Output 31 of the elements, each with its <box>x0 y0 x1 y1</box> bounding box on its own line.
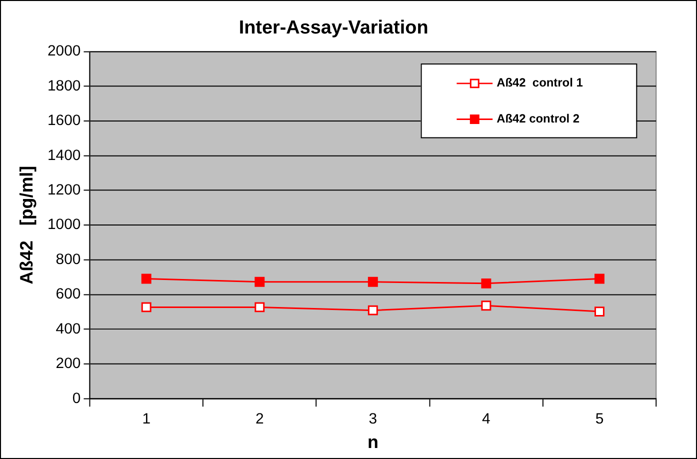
y-tick-label: 1400 <box>47 146 81 164</box>
y-tick-label: 1600 <box>47 112 81 130</box>
point <box>368 305 378 316</box>
x-tick-label: 1 <box>142 410 151 428</box>
y-tick-label: 1200 <box>47 182 81 199</box>
point <box>254 276 265 287</box>
x-axis-title: n <box>367 432 378 452</box>
x-tick-label: 3 <box>368 410 378 428</box>
point <box>481 278 492 288</box>
y-tick-label: 1000 <box>47 216 81 234</box>
point <box>594 274 604 284</box>
y-tick-label: 2000 <box>47 42 81 60</box>
y-tick-label: 0 <box>72 390 81 407</box>
legend-label: Aß42 control 2 <box>496 112 580 126</box>
point <box>481 300 492 311</box>
x-tick-label: 4 <box>482 410 490 428</box>
y-axis-title: Aß42 [pg/ml] <box>16 166 37 284</box>
y-tick-label: 800 <box>56 250 81 268</box>
point <box>594 306 604 317</box>
point <box>368 276 378 287</box>
x-tick-label: 5 <box>595 410 604 428</box>
legend-label: Aß42 control 1 <box>496 76 584 90</box>
point <box>141 274 152 284</box>
chart-title: Inter-Assay-Variation <box>238 18 428 38</box>
y-tick-label: 600 <box>56 286 81 303</box>
y-tick-label: 200 <box>56 355 81 372</box>
point <box>254 302 265 312</box>
point <box>141 302 152 312</box>
y-tick-label: 1800 <box>47 77 81 94</box>
y-tick-label: 400 <box>56 320 81 338</box>
x-tick-label: 2 <box>255 410 264 428</box>
